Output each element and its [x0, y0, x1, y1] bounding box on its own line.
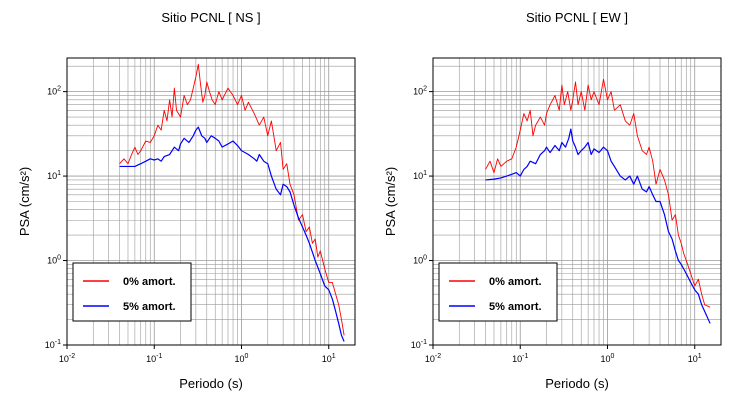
y-tick-label: 10-1	[411, 339, 427, 350]
y-tick-base: 10	[411, 340, 421, 350]
y-tick-base: 10	[47, 171, 57, 181]
legend-label-0: 0% amort.	[489, 276, 542, 288]
legend-box	[72, 262, 192, 322]
y-tick-exp: 2	[423, 86, 427, 93]
chart-panel-0: Sitio PCNL [ NS ]10-2 10-1 100 10110-110010…	[17, 10, 356, 391]
x-tick-exp: 0	[611, 353, 615, 360]
y-axis-label: PSA (cm/s²)	[17, 167, 32, 236]
x-tick-exp: 0	[245, 353, 249, 360]
y-tick-label: 102	[47, 86, 61, 97]
y-tick-label: 101	[413, 170, 427, 181]
y-tick-label: 101	[47, 170, 61, 181]
legend-box	[438, 262, 558, 322]
legend: 0% amort. 5% amort.	[438, 262, 558, 322]
x-tick-base: 10	[146, 354, 156, 364]
series-line-1	[485, 128, 711, 324]
x-axis-label: Periodo (s)	[545, 376, 609, 391]
y-tick-exp: 1	[423, 170, 427, 177]
y-tick-exp: 1	[57, 170, 61, 177]
x-tick-base: 10	[512, 354, 522, 364]
plot-frame	[66, 57, 356, 346]
y-tick-exp: -1	[421, 339, 427, 346]
legend-label-1: 5% amort.	[123, 301, 176, 313]
chart-title: Sitio PCNL [ NS ]	[161, 10, 260, 25]
x-tick-base: 10	[322, 354, 332, 364]
y-tick-exp: 0	[57, 255, 61, 262]
x-tick-label: 100	[601, 353, 615, 364]
y-tick-base: 10	[47, 87, 57, 97]
x-tick-exp: -1	[156, 353, 162, 360]
series-line-1	[119, 126, 345, 342]
series-line-0	[119, 63, 345, 336]
y-tick-base: 10	[413, 171, 423, 181]
legend-label-1: 5% amort.	[489, 301, 542, 313]
plot-frame	[432, 57, 722, 346]
series-line-0	[485, 78, 711, 308]
x-tick-label: 10-1	[146, 353, 162, 364]
y-tick-exp: 0	[423, 255, 427, 262]
x-tick-label: 100	[235, 353, 249, 364]
x-tick-label: 10-1	[512, 353, 528, 364]
chart-panel-1: Sitio PCNL [ EW ]10-2 10-1 100 10110-110010…	[383, 10, 722, 391]
x-tick-base: 10	[688, 354, 698, 364]
y-tick-base: 10	[413, 256, 423, 266]
y-tick-base: 10	[413, 87, 423, 97]
x-tick-label: 101	[322, 353, 336, 364]
x-tick-label: 10-2	[425, 353, 441, 364]
x-tick-label: 10-2	[59, 353, 75, 364]
y-tick-base: 10	[47, 256, 57, 266]
chart-title: Sitio PCNL [ EW ]	[526, 10, 628, 25]
x-tick-exp: -2	[69, 353, 75, 360]
y-tick-exp: 2	[57, 86, 61, 93]
y-axis-label: PSA (cm/s²)	[383, 167, 398, 236]
x-tick-base: 10	[425, 354, 435, 364]
legend: 0% amort. 5% amort.	[72, 262, 192, 322]
y-tick-exp: -1	[55, 339, 61, 346]
y-tick-label: 10-1	[45, 339, 61, 350]
x-tick-base: 10	[59, 354, 69, 364]
y-tick-label: 100	[413, 255, 427, 266]
x-tick-exp: 1	[698, 353, 702, 360]
x-axis-label: Periodo (s)	[179, 376, 243, 391]
legend-label-0: 0% amort.	[123, 276, 176, 288]
y-tick-label: 102	[413, 86, 427, 97]
x-tick-base: 10	[601, 354, 611, 364]
x-tick-exp: 1	[332, 353, 336, 360]
x-tick-exp: -2	[435, 353, 441, 360]
x-tick-label: 101	[688, 353, 702, 364]
y-tick-label: 100	[47, 255, 61, 266]
y-tick-base: 10	[45, 340, 55, 350]
x-tick-base: 10	[235, 354, 245, 364]
x-tick-exp: -1	[522, 353, 528, 360]
